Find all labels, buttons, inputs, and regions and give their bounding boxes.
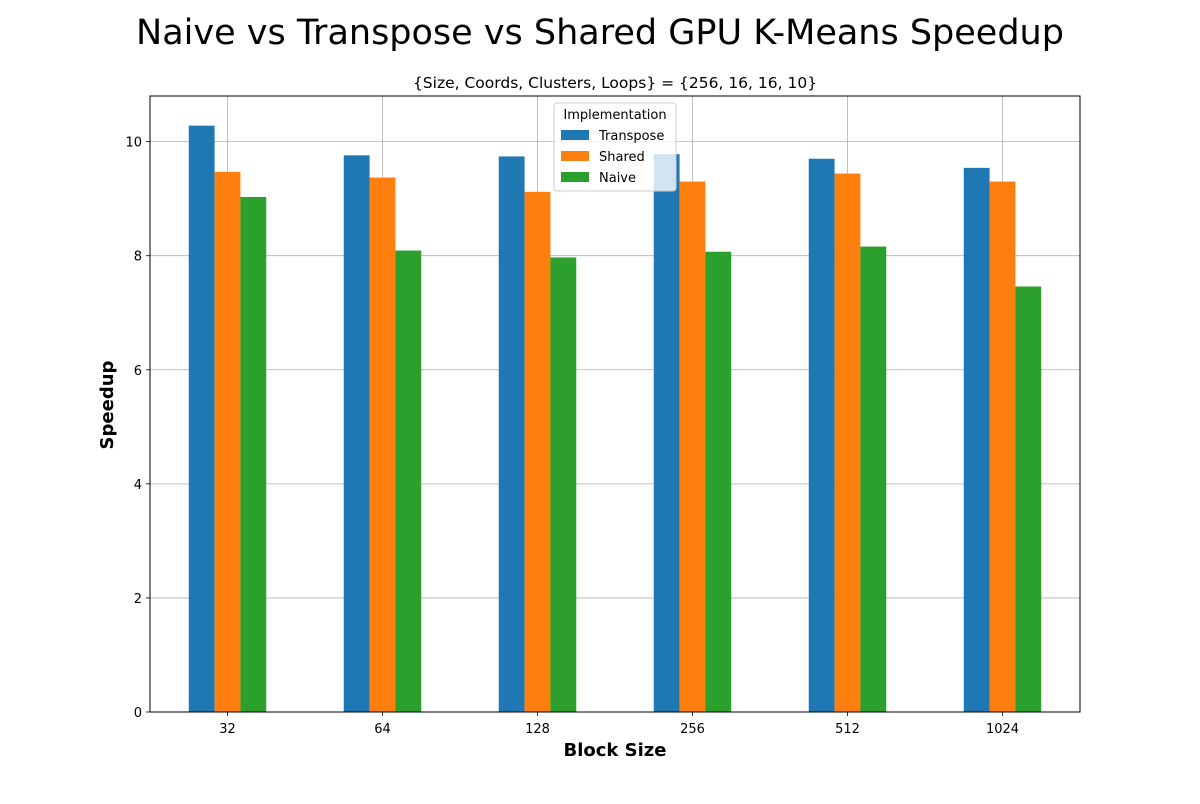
x-tick-label: 1024 — [986, 722, 1019, 737]
y-tick-label: 4 — [134, 478, 142, 493]
bar-shared-32 — [214, 171, 241, 712]
bar-transpose-256 — [653, 154, 680, 712]
legend-label-shared: Shared — [599, 150, 645, 165]
legend-swatch-transpose — [561, 130, 589, 140]
bar-shared-1024 — [989, 181, 1016, 713]
legend-box — [553, 102, 677, 192]
bar-shared-128 — [524, 191, 551, 713]
bar-shared-512 — [834, 173, 861, 712]
axes-layer: 0 2 4 6 8 10 32 64 128 256 512 1024 — [125, 95, 1081, 737]
bars-layer — [188, 125, 1042, 713]
bar-transpose-128 — [498, 156, 525, 713]
bar-naive-1024 — [1015, 286, 1042, 712]
x-tick-label: 64 — [374, 722, 391, 737]
bar-naive-128 — [550, 257, 577, 712]
legend-swatch-shared — [561, 151, 589, 161]
bar-transpose-64 — [343, 155, 370, 713]
x-tick-label: 128 — [525, 722, 550, 737]
y-tick-label: 6 — [134, 364, 142, 379]
x-tick-label: 512 — [835, 722, 860, 737]
bar-naive-64 — [395, 250, 422, 712]
x-tick-label: 32 — [219, 722, 236, 737]
y-tick-label: 10 — [125, 136, 142, 151]
legend-label-naive: Naive — [599, 171, 636, 186]
legend-entries: Transpose Shared Naive — [561, 129, 664, 186]
legend-swatch-naive — [561, 172, 589, 182]
legend-label-transpose: Transpose — [598, 129, 664, 144]
legend-title: Implementation — [563, 108, 666, 123]
chart-title: Naive vs Transpose vs Shared GPU K-Means… — [136, 13, 1064, 53]
bar-transpose-32 — [188, 125, 215, 713]
x-axis-label: Block Size — [564, 740, 667, 761]
chart-subtitle: {Size, Coords, Clusters, Loops} = {256, … — [413, 74, 817, 92]
y-axis-label: Speedup — [97, 360, 118, 449]
bar-shared-256 — [679, 181, 706, 713]
legend: Implementation Transpose Shared Naive — [553, 102, 677, 192]
bar-transpose-512 — [808, 158, 835, 713]
y-tick-label: 0 — [134, 706, 142, 721]
bar-naive-32 — [240, 196, 267, 712]
x-tick-label: 256 — [680, 722, 705, 737]
y-tick-label: 8 — [134, 250, 142, 265]
bar-transpose-1024 — [963, 167, 990, 712]
bar-naive-512 — [860, 246, 887, 713]
y-tick-label: 2 — [134, 592, 142, 607]
bar-naive-256 — [705, 251, 732, 712]
plot-frame — [149, 95, 1081, 713]
bar-shared-64 — [369, 177, 396, 712]
